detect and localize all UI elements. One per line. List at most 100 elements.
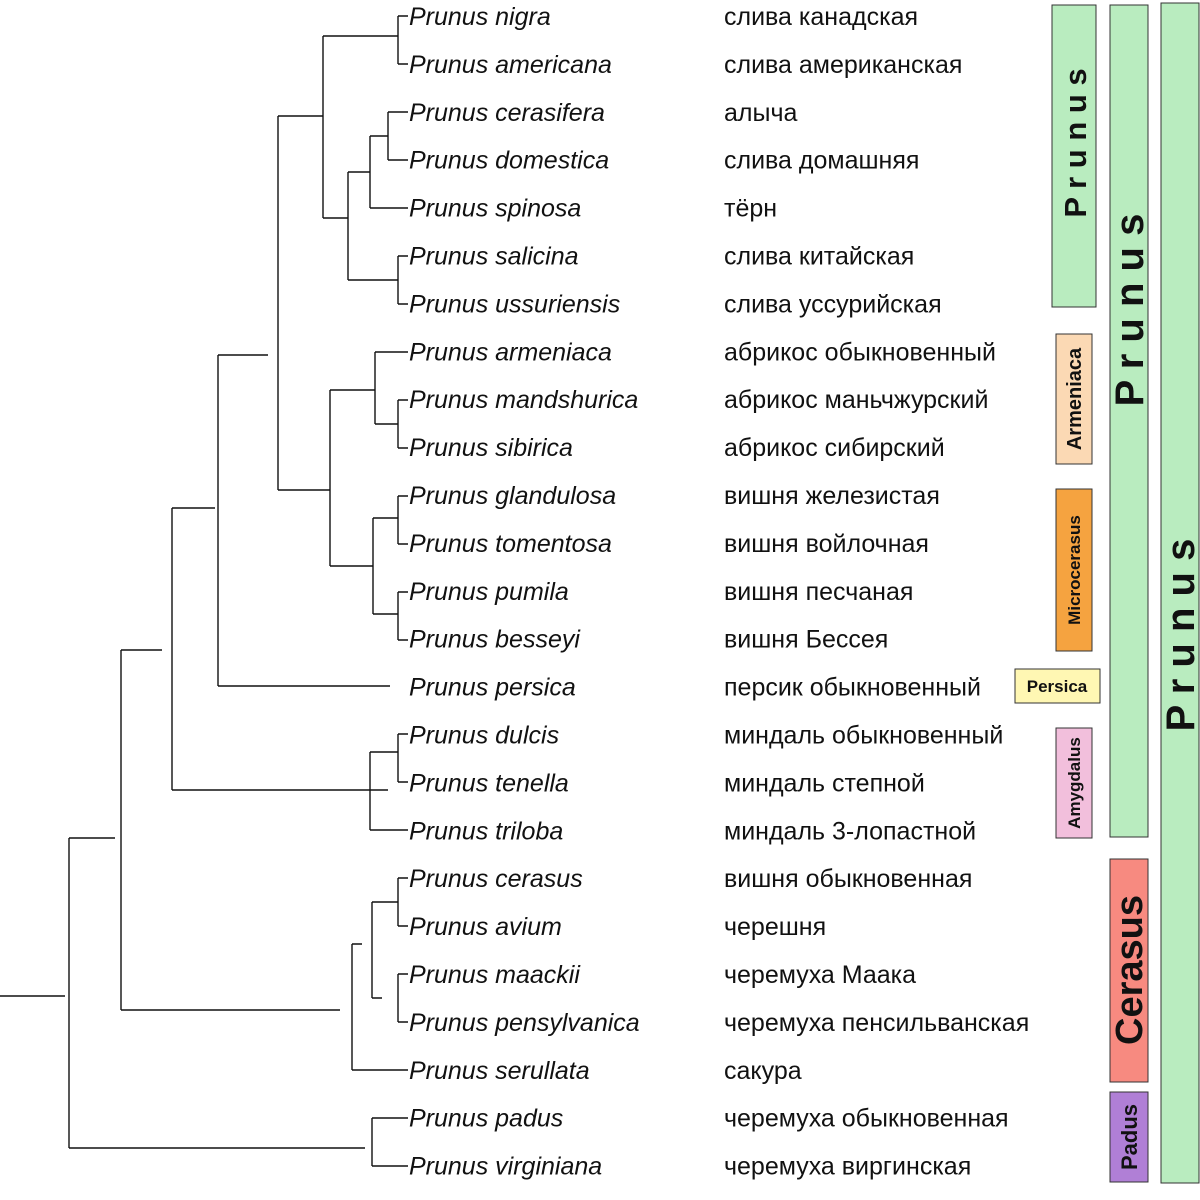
species-latin-name: Prunus tomentosa — [409, 530, 612, 558]
species-latin-name: Prunus serullata — [409, 1057, 590, 1085]
species-common-name: черемуха обыкновенная — [724, 1105, 1009, 1133]
branch — [351, 943, 408, 1071]
group-padus: Padus — [1109, 1091, 1149, 1183]
group-amygdalus: Amygdalus — [1055, 727, 1093, 839]
species-common-name: абрикос обыкновенный — [724, 338, 996, 366]
species-latin-name: Prunus armeniaca — [409, 338, 612, 366]
group-bar — [1055, 727, 1093, 839]
species-common-name: слива канадская — [724, 3, 918, 31]
species-latin-name: Prunus ussuriensis — [409, 290, 620, 318]
group-prunus-section: P r u n u s — [1051, 4, 1097, 308]
group-label: P r u n u s — [1159, 539, 1200, 732]
species-latin-name: Prunus spinosa — [409, 195, 581, 223]
group-bar — [1109, 858, 1149, 1083]
species-latin-name: Prunus dulcis — [409, 722, 559, 750]
group-prunus-genus: P r u n u s — [1159, 2, 1200, 1184]
branch — [369, 135, 408, 209]
group-bar — [1109, 4, 1149, 838]
common-names: слива канадская слива американская алыча сл… — [724, 3, 1029, 1181]
branch — [347, 171, 398, 281]
species-latin-name: Prunus domestica — [409, 147, 609, 175]
group-bar — [1014, 668, 1101, 704]
group-label: P r u n u s — [1108, 214, 1152, 407]
species-common-name: сакура — [724, 1057, 802, 1085]
species-common-name: черемуха виргинская — [724, 1153, 971, 1181]
species-common-name: вишня песчаная — [724, 578, 913, 606]
latin-names: Prunus nigra Prunus americana Prunus ceras… — [409, 3, 640, 1181]
branch — [374, 351, 408, 425]
group-label: P r u n u s — [1058, 68, 1093, 217]
species-latin-name: Prunus cerasifera — [409, 99, 605, 127]
group-label: Persica — [1027, 677, 1088, 696]
species-common-name: тёрн — [724, 195, 777, 223]
branch — [329, 389, 375, 567]
group-bar — [1055, 488, 1093, 652]
branch — [371, 1117, 408, 1167]
species-latin-name: Prunus sibirica — [409, 434, 573, 462]
group-label: Armeniaca — [1064, 347, 1086, 450]
species-common-name: слива уссурийская — [724, 290, 942, 318]
group-label: Microcerasus — [1065, 515, 1084, 625]
species-latin-name: Prunus cerasus — [409, 865, 583, 893]
species-latin-name: Prunus persica — [409, 674, 576, 702]
species-latin-name: Prunus glandulosa — [409, 482, 616, 510]
branch — [371, 901, 398, 999]
group-cerasus: Cerasus — [1109, 858, 1151, 1083]
group-label: Cerasus — [1109, 895, 1151, 1045]
species-common-name: миндаль степной — [724, 769, 925, 797]
tree-branches — [0, 15, 408, 1167]
branch — [397, 591, 408, 641]
branch — [217, 354, 390, 687]
species-common-name: абрикос сибирский — [724, 434, 945, 462]
species-common-name: слива американская — [724, 51, 962, 79]
species-common-name: черешня — [724, 913, 826, 941]
branch — [171, 507, 388, 791]
branch — [387, 111, 408, 161]
branch — [397, 733, 408, 783]
species-common-name: алыча — [724, 99, 797, 127]
branch — [397, 495, 408, 545]
species-latin-name: Prunus salicina — [409, 243, 579, 271]
branch — [68, 837, 365, 1149]
species-latin-name: Prunus padus — [409, 1105, 563, 1133]
species-latin-name: Prunus nigra — [409, 3, 551, 31]
group-label: Padus — [1117, 1104, 1142, 1170]
branch — [120, 649, 340, 1011]
group-persica: Persica — [1014, 668, 1101, 704]
branch — [397, 399, 408, 449]
branch — [372, 517, 398, 615]
branch — [397, 15, 408, 65]
species-common-name: персик обыкновенный — [724, 674, 981, 702]
species-common-name: миндаль обыкновенный — [724, 722, 1003, 750]
species-common-name: вишня войлочная — [724, 530, 929, 558]
species-common-name: абрикос маньчжурский — [724, 386, 988, 414]
branch — [397, 877, 408, 927]
species-latin-name: Prunus mandshurica — [409, 386, 638, 414]
species-latin-name: Prunus avium — [409, 913, 562, 941]
group-bar — [1055, 333, 1093, 465]
branch — [397, 973, 408, 1023]
species-latin-name: Prunus americana — [409, 51, 612, 79]
species-latin-name: Prunus tenella — [409, 769, 569, 797]
species-latin-name: Prunus virginiana — [409, 1153, 602, 1181]
group-bar — [1109, 1091, 1149, 1183]
species-latin-name: Prunus triloba — [409, 817, 563, 845]
species-common-name: вишня Бессея — [724, 626, 888, 654]
group-bar — [1160, 2, 1200, 1184]
species-common-name: вишня обыкновенная — [724, 865, 972, 893]
species-latin-name: Prunus pensylvanica — [409, 1009, 640, 1037]
species-common-name: слива китайская — [724, 243, 914, 271]
branch — [322, 35, 398, 219]
group-prunus-subgenus: P r u n u s — [1108, 4, 1152, 838]
species-common-name: слива домашняя — [724, 147, 919, 175]
group-bar — [1051, 4, 1097, 308]
species-common-name: черемуха Маака — [724, 961, 916, 989]
species-latin-name: Prunus pumila — [409, 578, 569, 606]
branch — [369, 751, 408, 831]
species-latin-name: Prunus maackii — [409, 961, 581, 989]
branch — [277, 115, 330, 491]
species-common-name: черемуха пенсильванская — [724, 1009, 1029, 1037]
species-common-name: вишня железистая — [724, 482, 940, 510]
species-latin-name: Prunus besseyi — [409, 626, 581, 654]
group-armeniaca: Armeniaca — [1055, 333, 1093, 465]
